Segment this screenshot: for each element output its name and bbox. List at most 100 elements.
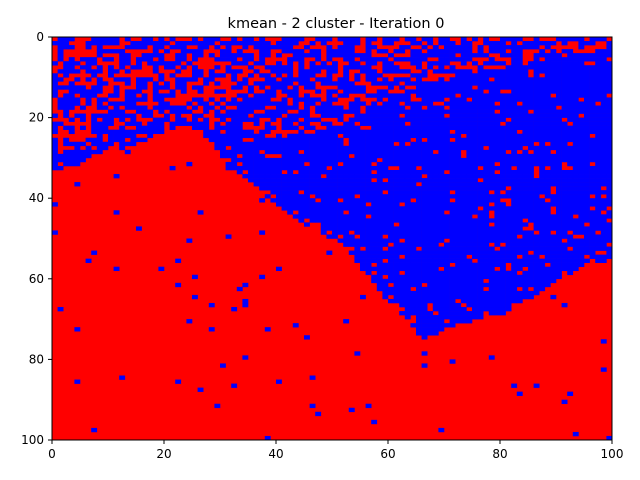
heatmap-cell — [533, 65, 540, 70]
heatmap-cell — [427, 133, 434, 139]
heatmap-cell — [606, 133, 613, 139]
heatmap-cell — [281, 77, 288, 82]
heatmap-cell — [404, 315, 411, 320]
heatmap-cell — [466, 234, 473, 239]
heatmap-cell — [438, 57, 445, 62]
heatmap-cell — [483, 93, 490, 98]
heatmap-cell — [556, 57, 562, 62]
heatmap-cell — [533, 69, 540, 74]
heatmap-cell — [556, 61, 562, 66]
heatmap-cell — [460, 210, 467, 215]
heatmap-cell — [410, 307, 417, 312]
heatmap-cell — [360, 174, 366, 179]
heatmap-cell — [399, 161, 406, 167]
heatmap-cell — [404, 206, 411, 211]
heatmap-cell — [477, 169, 484, 175]
heatmap-cell — [231, 113, 238, 118]
heatmap-cell — [399, 298, 406, 304]
heatmap-cell — [444, 298, 450, 304]
heatmap-cell — [511, 278, 518, 284]
heatmap-cell — [231, 157, 238, 163]
heatmap-cell — [393, 37, 400, 42]
heatmap-cell — [281, 145, 288, 151]
heatmap-cell — [556, 178, 562, 183]
heatmap-cell — [410, 282, 417, 288]
heatmap-cell — [124, 93, 131, 98]
heatmap-cell — [533, 81, 540, 86]
heatmap-cell — [393, 210, 400, 215]
heatmap-cell — [371, 125, 378, 130]
heatmap-cell — [203, 121, 210, 126]
heatmap-cell — [399, 169, 406, 175]
heatmap-cell — [472, 307, 478, 312]
heatmap-cell — [332, 153, 338, 159]
heatmap-cell — [393, 49, 400, 54]
heatmap-cell — [528, 97, 534, 102]
heatmap-cell — [455, 282, 462, 288]
heatmap-cell — [136, 65, 142, 70]
heatmap-cell — [455, 161, 462, 167]
heatmap-cell — [404, 246, 411, 251]
heatmap-cell — [91, 93, 98, 98]
heatmap-cell — [528, 137, 534, 143]
heatmap-cell — [102, 81, 109, 86]
heatmap-cell — [343, 218, 350, 223]
heatmap-cell — [600, 65, 607, 70]
heatmap-cell — [516, 202, 523, 207]
heatmap-cell — [399, 137, 406, 143]
heatmap-cell — [63, 101, 70, 106]
heatmap-cell — [276, 113, 282, 118]
heatmap-cell — [584, 105, 590, 110]
heatmap-cell — [315, 65, 322, 70]
heatmap-cell — [550, 97, 557, 102]
heatmap-cell — [382, 101, 389, 106]
heatmap-cell — [505, 113, 512, 118]
heatmap-cell — [572, 145, 579, 151]
heatmap-cell — [472, 282, 478, 288]
heatmap-cell — [192, 41, 198, 46]
heatmap-cell — [572, 101, 579, 106]
heatmap-cell — [600, 214, 607, 219]
heatmap-cell — [248, 57, 254, 62]
heatmap-cell — [343, 202, 350, 207]
heatmap-cell — [589, 85, 596, 90]
heatmap-cell — [455, 89, 462, 94]
heatmap-cell — [561, 89, 568, 94]
heatmap-cell — [505, 270, 512, 276]
heatmap-cell — [404, 302, 411, 308]
heatmap-cell — [63, 73, 70, 78]
heatmap-cell — [360, 182, 366, 187]
heatmap-cell — [472, 77, 478, 82]
heatmap-cell — [152, 97, 159, 102]
heatmap-cell — [516, 137, 523, 143]
heatmap-cell — [360, 161, 366, 167]
heatmap-cell — [337, 93, 344, 98]
heatmap-cell — [304, 97, 310, 102]
heatmap-cell — [315, 182, 322, 187]
heatmap-cell — [511, 202, 518, 207]
heatmap-cell — [197, 73, 204, 78]
heatmap-cell — [192, 121, 198, 126]
heatmap-cell — [488, 250, 495, 255]
heatmap-cell — [376, 73, 383, 78]
heatmap-cell — [287, 133, 294, 139]
heatmap-cell — [220, 57, 226, 62]
heatmap-cell — [556, 190, 562, 195]
heatmap-cell — [589, 69, 596, 74]
heatmap-cell — [337, 202, 344, 207]
heatmap-cell — [556, 218, 562, 223]
heatmap-cell — [175, 117, 182, 122]
heatmap-cell — [365, 141, 372, 147]
heatmap-cell — [550, 69, 557, 74]
heatmap-cell — [516, 169, 523, 175]
heatmap-cell — [556, 113, 562, 118]
heatmap-cell — [539, 198, 546, 203]
heatmap-cell — [595, 133, 602, 139]
heatmap-cell — [248, 174, 254, 179]
heatmap-cell — [365, 198, 372, 203]
heatmap-cell — [371, 214, 378, 219]
heatmap-cell — [326, 57, 333, 62]
heatmap-cell — [309, 125, 316, 130]
heatmap-cell — [511, 77, 518, 82]
heatmap-cell — [511, 383, 518, 388]
